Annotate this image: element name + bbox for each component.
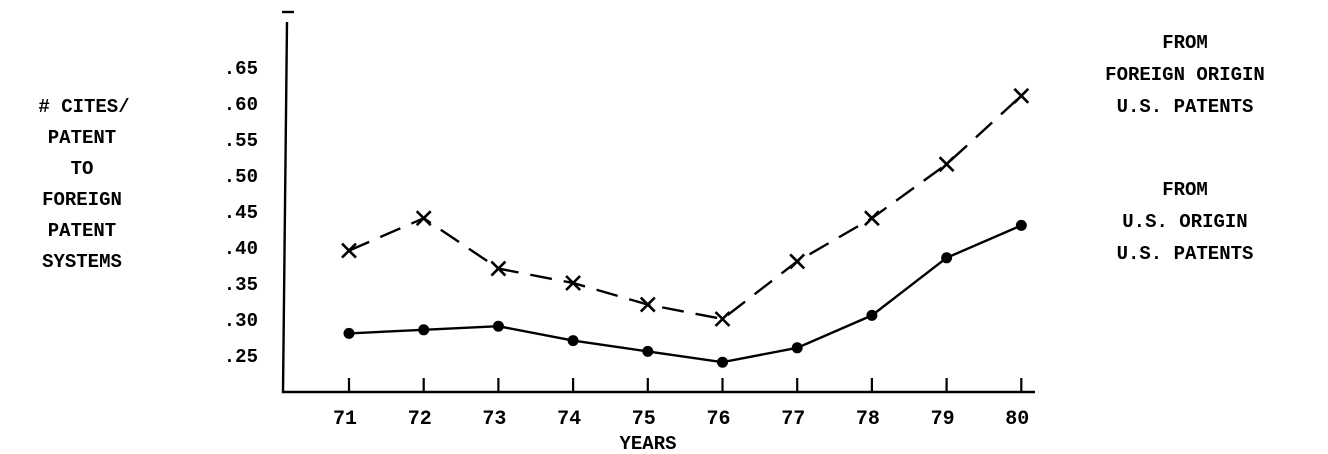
y-tick-label: .30 [224,310,258,332]
y-axis-label-line: # CITES/ [38,96,129,118]
data-point-dot [1015,219,1027,231]
x-tick-label: 72 [408,408,432,431]
y-axis-label-line: PATENT [48,220,116,242]
x-tick-label: 78 [856,408,880,431]
data-point-dot [343,327,355,339]
y-axis-label-line: PATENT [48,127,116,149]
y-tick-label: .50 [224,166,258,188]
x-tick-label: 75 [632,408,656,431]
series-label-line: U.S. ORIGIN [1122,211,1247,233]
data-point-x [714,311,731,327]
y-axis-label-line: SYSTEMS [42,251,122,273]
x-tick-labels: 71 72 73 74 75 76 77 78 79 80 [333,408,1029,431]
data-point-dot [941,252,953,264]
x-tick-label: 80 [1005,408,1029,431]
series-us-origin [343,219,1027,368]
series-label-line: FROM [1162,179,1208,201]
series-label: FROM FOREIGN ORIGIN U.S. PATENTS [1105,32,1265,118]
data-point-x [938,156,955,173]
x-tick-label: 73 [482,408,506,431]
data-point-x [415,210,432,227]
series-label-line: FOREIGN ORIGIN [1105,64,1265,86]
y-axis-label-line: TO [71,158,94,180]
y-tick-label: .65 [224,58,258,80]
series-label-line: U.S. PATENTS [1117,96,1254,118]
axis-lines [281,21,1035,394]
axes [281,10,1035,394]
x-tick-label: 77 [781,408,805,431]
x-tick-label: 79 [931,408,955,431]
y-tick-label: .35 [224,274,258,296]
data-point-dot [642,345,654,357]
data-point-dot [866,309,878,321]
series-labels: FROM FOREIGN ORIGIN U.S. PATENTS FROM U.S. O… [1105,32,1265,265]
data-point-x [639,296,656,313]
data-point-dot [791,342,803,354]
y-axis-label: # CITES/PATENT TO FOREIGN PATENT SYSTEMS [38,96,129,273]
series-label-line: FROM [1162,32,1208,54]
data-point-x [565,275,582,291]
data-point-x [863,210,880,227]
data-point-dot [717,356,728,368]
x-axis-label: YEARS [619,433,676,454]
x-tick-label: 74 [557,408,581,431]
series-label-line: U.S. PATENTS [1117,243,1254,265]
data-point-x [490,260,507,277]
data-point-x [789,253,806,270]
data-point-x [1013,87,1030,104]
y-tick-label: .55 [224,130,258,152]
data-point-dot [567,335,579,347]
series-line [348,94,1023,321]
series-group [341,87,1030,368]
series-label: FROM U.S. ORIGIN U.S. PATENTS [1117,179,1254,265]
x-tick-label: 76 [706,408,730,431]
data-point-x [341,242,357,259]
y-tick-label: .40 [224,238,258,260]
data-point-dot [492,320,504,332]
series-line [348,224,1022,364]
y-tick-labels: .25 .30 .35 .40 .45 .50 .55 .60 .65 [224,58,258,368]
data-point-dot [418,324,430,336]
y-axis-label-line: FOREIGN [42,189,122,211]
series-foreign-origin [341,87,1030,327]
y-tick-label: .60 [224,94,258,116]
y-tick-label: .25 [224,346,258,368]
y-tick-label: .45 [224,202,258,224]
x-tick-label: 71 [333,408,357,431]
